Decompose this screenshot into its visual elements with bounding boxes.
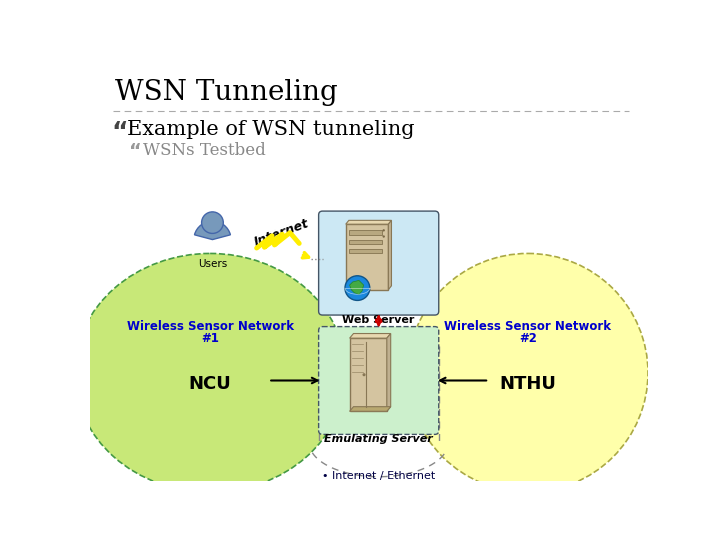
Polygon shape xyxy=(350,280,364,294)
Polygon shape xyxy=(388,220,392,289)
Text: #1: #1 xyxy=(201,333,219,346)
Circle shape xyxy=(345,276,370,300)
FancyBboxPatch shape xyxy=(349,231,382,235)
Text: WSNs Testbed: WSNs Testbed xyxy=(143,142,266,159)
Text: Web Server: Web Server xyxy=(343,315,415,325)
Ellipse shape xyxy=(74,253,346,492)
Text: Users: Users xyxy=(198,259,227,269)
Text: NTHU: NTHU xyxy=(500,375,557,393)
FancyBboxPatch shape xyxy=(349,240,382,244)
Text: #2: #2 xyxy=(519,333,537,346)
Circle shape xyxy=(382,229,385,232)
Ellipse shape xyxy=(408,253,648,492)
Wedge shape xyxy=(194,221,230,240)
FancyBboxPatch shape xyxy=(319,211,438,315)
Text: • Internet / Ethernet: • Internet / Ethernet xyxy=(322,471,436,481)
Text: Wireless Sensor Network: Wireless Sensor Network xyxy=(127,320,294,333)
Circle shape xyxy=(362,373,366,376)
FancyBboxPatch shape xyxy=(350,338,387,411)
Text: Emulating Server: Emulating Server xyxy=(324,434,433,444)
Text: Wireless Sensor Network: Wireless Sensor Network xyxy=(444,320,611,333)
Circle shape xyxy=(382,235,385,238)
Text: Example of WSN tunneling: Example of WSN tunneling xyxy=(127,120,415,139)
FancyBboxPatch shape xyxy=(349,249,382,253)
Polygon shape xyxy=(346,220,392,224)
Text: NCU: NCU xyxy=(189,375,232,393)
Circle shape xyxy=(202,212,223,233)
FancyBboxPatch shape xyxy=(319,327,438,434)
Polygon shape xyxy=(350,334,391,338)
Text: “: “ xyxy=(112,120,128,144)
Polygon shape xyxy=(350,407,391,411)
FancyBboxPatch shape xyxy=(346,224,388,289)
Text: Internet: Internet xyxy=(253,217,311,249)
Polygon shape xyxy=(387,334,391,411)
Text: “: “ xyxy=(129,142,142,161)
Text: WSN Tunneling: WSN Tunneling xyxy=(114,79,338,106)
